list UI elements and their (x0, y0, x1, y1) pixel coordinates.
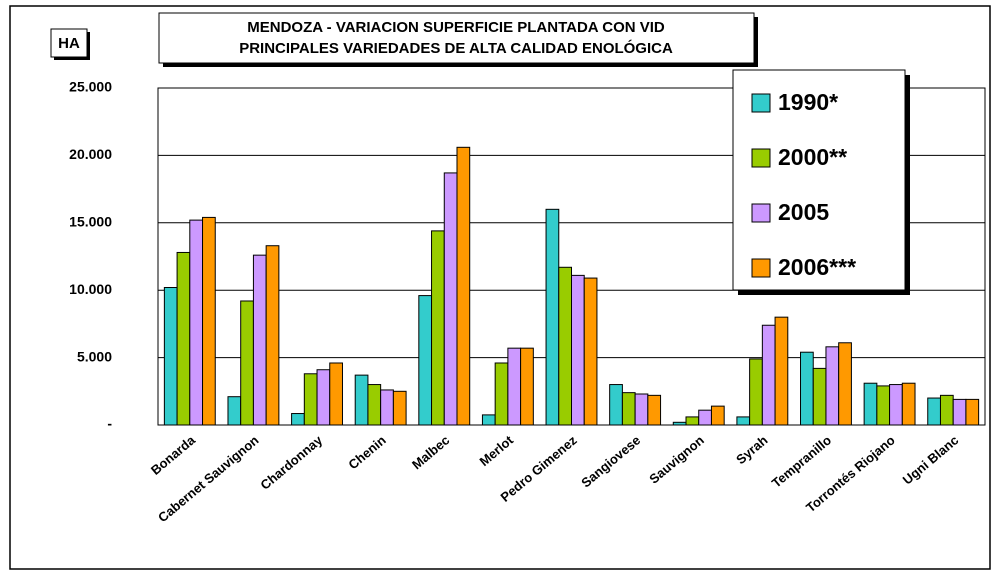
bar (621, 392, 636, 426)
bar (634, 393, 649, 426)
bar (609, 384, 623, 426)
bar (303, 373, 318, 426)
bar (901, 382, 916, 426)
bar (291, 413, 305, 426)
bar (494, 362, 509, 426)
bar (252, 254, 267, 426)
bar (761, 324, 776, 426)
bar (431, 230, 445, 426)
bar (316, 369, 331, 426)
bar (927, 397, 941, 426)
bar (952, 398, 967, 426)
y-tick-label: 25.000 (69, 79, 112, 95)
bar (202, 216, 216, 426)
legend-swatch (751, 148, 771, 168)
bar (838, 342, 852, 426)
legend-swatch (751, 93, 771, 113)
bar (685, 416, 700, 426)
y-tick-label: - (107, 416, 112, 432)
bar (418, 295, 433, 426)
bar (189, 219, 204, 426)
legend-label: 1990* (778, 89, 838, 115)
bar (710, 405, 725, 426)
chart-subtitle: PRINCIPALES VARIEDADES DE ALTA CALIDAD E… (239, 39, 673, 57)
bar (876, 385, 891, 426)
bar (583, 277, 598, 426)
bar (443, 172, 458, 426)
bar (520, 347, 534, 426)
bar (507, 347, 522, 426)
y-axis-label: HA (58, 35, 80, 52)
bar (672, 421, 687, 426)
bar (812, 367, 827, 426)
bar (800, 351, 814, 426)
bar (889, 384, 903, 426)
bar (698, 409, 712, 426)
bar (774, 316, 789, 426)
bar (354, 374, 369, 426)
y-tick-label: 5.000 (77, 348, 112, 364)
bar (939, 394, 954, 426)
bar (749, 358, 763, 426)
bar (329, 362, 343, 426)
y-tick-label: 15.000 (69, 214, 112, 230)
bar (863, 382, 878, 426)
bar (392, 390, 407, 426)
bar (545, 208, 560, 426)
unit-box (50, 28, 88, 58)
bar (647, 394, 662, 426)
chart-title: MENDOZA - VARIACION SUPERFICIE PLANTADA … (247, 19, 665, 36)
bar (558, 266, 572, 426)
bar (176, 251, 191, 426)
bar (380, 389, 394, 426)
bar (736, 416, 751, 426)
legend-swatch (751, 203, 771, 223)
bar (456, 146, 471, 426)
bar (163, 287, 178, 426)
legend-label: 2005 (778, 199, 829, 225)
y-tick-label: 10.000 (69, 281, 112, 297)
bar (965, 398, 980, 426)
title-box (158, 12, 755, 64)
legend-label: 2000** (778, 144, 847, 170)
y-tick-label: 20.000 (69, 146, 112, 162)
bar (265, 245, 280, 426)
bar (240, 300, 254, 426)
bar (571, 274, 585, 426)
legend-swatch (751, 258, 771, 278)
bar (367, 384, 382, 426)
bar (481, 414, 496, 426)
bar (227, 396, 242, 426)
legend-label: 2006*** (778, 254, 856, 280)
bar (825, 346, 840, 426)
